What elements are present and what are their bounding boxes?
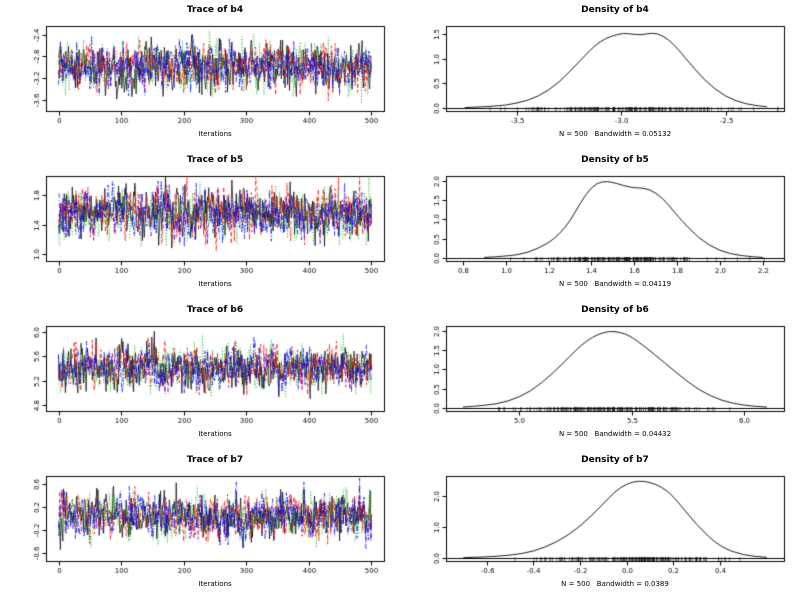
plot-title-trace-b4: Trace of b4 bbox=[186, 5, 244, 15]
plot-title-trace-b5: Trace of b5 bbox=[186, 155, 244, 165]
plot-title-density-b7: Density of b7 bbox=[581, 455, 649, 465]
trace-plot-b6: Trace of b6 Iterations bbox=[0, 300, 400, 450]
density-canvas-b5 bbox=[400, 150, 800, 300]
density-plot-b4: Density of b4 N = 500 Bandwidth = 0.0513… bbox=[400, 0, 800, 150]
x-axis-label-iterations-b7: Iterations bbox=[198, 580, 232, 588]
trace-canvas-b7 bbox=[0, 450, 400, 600]
plot-title-density-b5: Density of b5 bbox=[581, 155, 649, 165]
plot-title-density-b6: Density of b6 bbox=[581, 305, 649, 315]
density-canvas-b6 bbox=[400, 300, 800, 450]
trace-canvas-b4 bbox=[0, 0, 400, 150]
trace-plot-b4: Trace of b4 Iterations bbox=[0, 0, 400, 150]
density-footer-b6: N = 500 Bandwidth = 0.04432 bbox=[558, 430, 672, 438]
plot-title-trace-b7: Trace of b7 bbox=[186, 455, 244, 465]
x-axis-label-iterations-b6: Iterations bbox=[198, 430, 232, 438]
density-plot-b6: Density of b6 N = 500 Bandwidth = 0.0443… bbox=[400, 300, 800, 450]
plot-title-trace-b6: Trace of b6 bbox=[186, 305, 244, 315]
density-footer-b7: N = 500 Bandwidth = 0.0389 bbox=[561, 580, 669, 588]
x-axis-label-iterations-b4: Iterations bbox=[198, 130, 232, 138]
trace-plot-b7: Trace of b7 Iterations bbox=[0, 450, 400, 600]
trace-canvas-b6 bbox=[0, 300, 400, 450]
x-axis-label-iterations-b5: Iterations bbox=[198, 280, 232, 288]
density-plot-b7: Density of b7 N = 500 Bandwidth = 0.0389 bbox=[400, 450, 800, 600]
density-canvas-b4 bbox=[400, 0, 800, 150]
density-footer-b5: N = 500 Bandwidth = 0.04119 bbox=[558, 280, 672, 288]
trace-plot-b5: Trace of b5 Iterations bbox=[0, 150, 400, 300]
trace-canvas-b5 bbox=[0, 150, 400, 300]
density-plot-b5: Density of b5 N = 500 Bandwidth = 0.0411… bbox=[400, 150, 800, 300]
density-canvas-b7 bbox=[400, 450, 800, 600]
density-footer-b4: N = 500 Bandwidth = 0.05132 bbox=[558, 130, 672, 138]
plot-title-density-b4: Density of b4 bbox=[581, 5, 649, 15]
